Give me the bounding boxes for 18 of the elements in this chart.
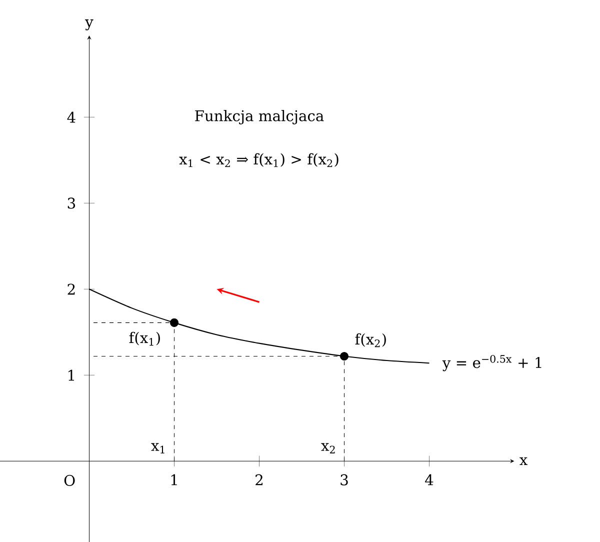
annotation: O	[64, 474, 75, 486]
x-tick-label: 4	[425, 474, 434, 486]
x-axis-title: x	[520, 457, 528, 465]
text: x$_{1}$ < x$_{2}$ ⇒ f(x$_{1}$) > f(x$_{2}$)	[179, 153, 338, 168]
y-tick-label: 4	[67, 112, 76, 123]
annotation: y = e$^{−0.5x}$ + 1	[442, 355, 542, 372]
x-tick-label: 3	[340, 474, 348, 486]
annotation: x$_{1}$	[151, 443, 164, 454]
y-tick-label: 1	[68, 370, 74, 381]
annotation: x$_{2}$	[321, 443, 335, 454]
x-tick-label: 1	[171, 474, 177, 486]
y-axis-title: y	[85, 19, 94, 30]
x-tick-label: 2	[256, 474, 262, 486]
y-tick-label: 2	[68, 284, 75, 295]
y-tick-label: 3	[68, 198, 76, 209]
annotation: f(x$_{2}$)	[355, 333, 386, 348]
text: Funkcja malcjaca	[195, 110, 324, 124]
annotation: f(x$_{1}$)	[129, 332, 160, 346]
